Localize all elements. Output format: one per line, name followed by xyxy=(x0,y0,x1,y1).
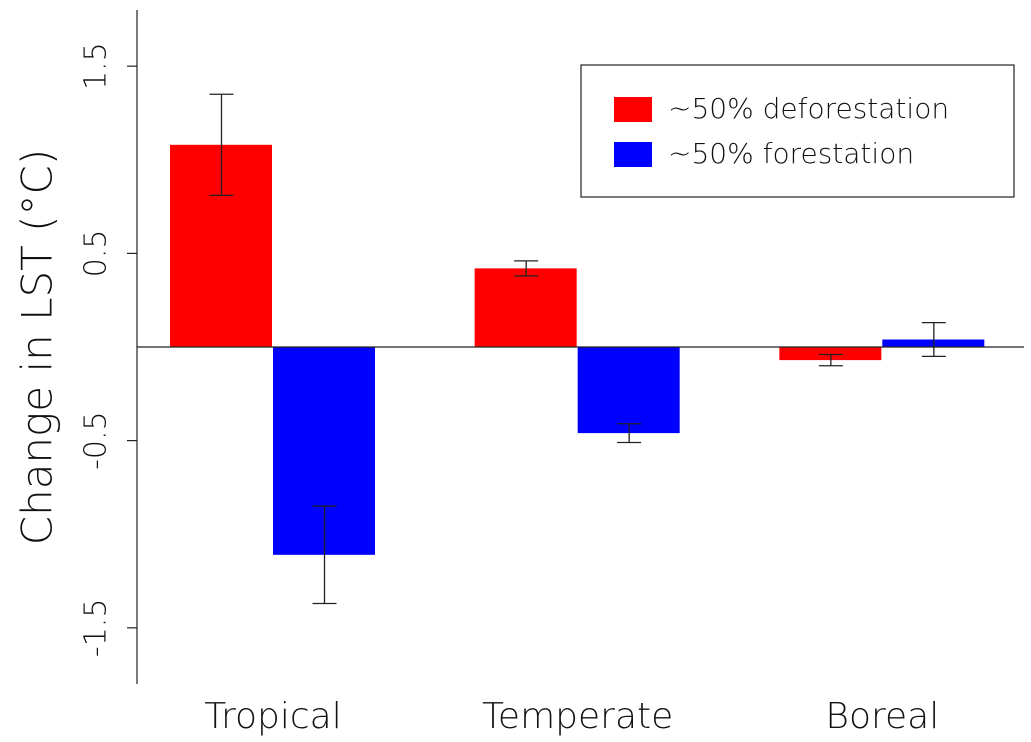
x-tick-label: Boreal xyxy=(825,696,939,737)
error-bar xyxy=(921,322,946,358)
y-tick-label: -1.5 xyxy=(79,599,114,658)
error-bar xyxy=(514,260,539,277)
y-tick-label: -0.5 xyxy=(79,411,114,470)
legend-label: ~50% deforestation xyxy=(668,92,949,125)
error-bar xyxy=(818,353,843,367)
y-tick-label: 1.5 xyxy=(79,42,114,90)
legend-label: ~50% forestation xyxy=(668,137,914,170)
y-tick-label: 0.5 xyxy=(79,230,114,278)
x-tick-label: Tropical xyxy=(204,696,341,737)
bar xyxy=(577,347,680,434)
x-tick-label: Temperate xyxy=(482,696,673,737)
bar xyxy=(779,347,882,361)
error-bar xyxy=(209,93,234,196)
error-bar xyxy=(312,505,337,605)
legend-swatch xyxy=(614,142,652,167)
bar xyxy=(474,268,577,347)
legend-swatch xyxy=(614,97,652,122)
legend-box xyxy=(580,64,1015,198)
error-bar xyxy=(617,423,642,444)
y-axis-label: Change in LST (°C) xyxy=(13,149,62,546)
